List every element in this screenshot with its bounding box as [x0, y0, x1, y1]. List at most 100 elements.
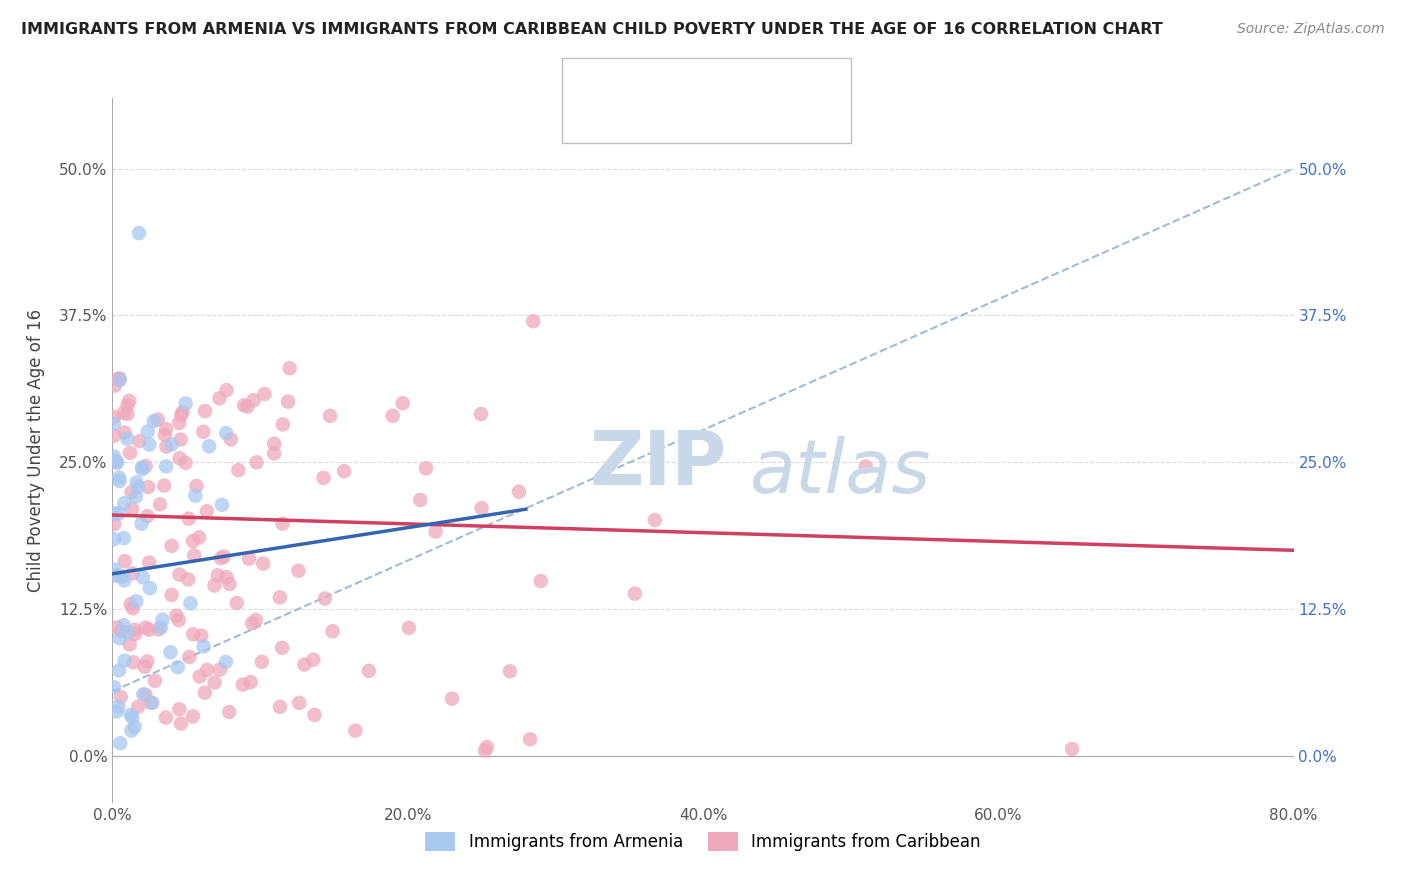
- Point: [131, 460, 153, 475]
- Point: [271, 640, 294, 655]
- Point: [475, 740, 498, 755]
- Point: [120, 597, 142, 611]
- Point: [288, 696, 311, 710]
- Point: [236, 400, 259, 414]
- Point: [240, 616, 263, 631]
- Point: [233, 398, 256, 412]
- Point: [319, 409, 342, 423]
- Point: [108, 664, 131, 678]
- Point: [108, 506, 131, 520]
- Point: [287, 564, 309, 578]
- Point: [143, 673, 166, 688]
- Text: R =: R =: [619, 73, 659, 91]
- Point: [121, 502, 143, 516]
- Point: [519, 732, 541, 747]
- Point: [103, 417, 125, 431]
- Point: [239, 675, 262, 690]
- Point: [103, 409, 125, 424]
- Point: [118, 637, 141, 651]
- Point: [522, 314, 544, 328]
- Point: [112, 406, 135, 420]
- Point: [425, 524, 447, 539]
- Point: [278, 361, 301, 376]
- Point: [212, 549, 235, 564]
- Point: [344, 723, 367, 738]
- Point: [186, 479, 208, 493]
- Point: [165, 608, 187, 623]
- Point: [118, 446, 141, 460]
- Point: [105, 568, 128, 582]
- Point: [253, 387, 276, 401]
- Point: [136, 508, 159, 523]
- Point: [103, 532, 125, 546]
- Point: [215, 570, 238, 584]
- Text: 144: 144: [768, 106, 803, 124]
- Point: [190, 629, 212, 643]
- Point: [188, 669, 211, 683]
- Point: [155, 422, 177, 436]
- Point: [139, 581, 162, 595]
- Point: [103, 563, 125, 577]
- Point: [112, 496, 135, 510]
- Point: [238, 551, 260, 566]
- Point: [195, 504, 218, 518]
- Point: [138, 437, 160, 451]
- Point: [245, 455, 267, 469]
- Point: [108, 632, 131, 646]
- Point: [194, 686, 217, 700]
- Point: [136, 654, 159, 668]
- Point: [357, 664, 380, 678]
- Point: [142, 414, 165, 428]
- Point: [170, 433, 193, 447]
- Point: [207, 568, 229, 582]
- Point: [117, 407, 139, 421]
- Point: [122, 655, 145, 669]
- Point: [181, 709, 204, 723]
- Point: [121, 485, 143, 500]
- Point: [160, 437, 183, 451]
- Point: [105, 705, 128, 719]
- Point: [114, 425, 136, 440]
- Point: [232, 677, 254, 691]
- Point: [155, 459, 177, 474]
- Point: [153, 428, 176, 442]
- Point: [314, 591, 336, 606]
- Point: [470, 407, 492, 421]
- Point: [1062, 742, 1084, 756]
- Point: [105, 454, 128, 468]
- Point: [167, 613, 190, 627]
- Point: [193, 425, 215, 439]
- Point: [172, 405, 194, 419]
- Text: IMMIGRANTS FROM ARMENIA VS IMMIGRANTS FROM CARIBBEAN CHILD POVERTY UNDER THE AGE: IMMIGRANTS FROM ARMENIA VS IMMIGRANTS FR…: [21, 22, 1163, 37]
- Point: [110, 624, 132, 639]
- Point: [508, 484, 530, 499]
- Point: [322, 624, 344, 639]
- Point: [128, 226, 150, 240]
- Point: [122, 601, 145, 615]
- Point: [107, 699, 129, 714]
- Point: [225, 596, 247, 610]
- Point: [471, 501, 494, 516]
- Point: [103, 516, 125, 531]
- Point: [409, 492, 432, 507]
- Point: [208, 663, 231, 677]
- Point: [177, 511, 200, 525]
- Point: [134, 688, 156, 702]
- Point: [125, 594, 148, 608]
- Point: [153, 478, 176, 492]
- Point: [245, 613, 267, 627]
- Text: 0.183: 0.183: [666, 73, 718, 91]
- Text: -0.132: -0.132: [661, 106, 720, 124]
- Point: [117, 398, 139, 412]
- Point: [103, 680, 125, 694]
- Text: N =: N =: [727, 73, 763, 91]
- Point: [263, 436, 285, 450]
- Point: [269, 699, 291, 714]
- Point: [398, 621, 420, 635]
- Point: [105, 456, 128, 470]
- Point: [146, 412, 169, 426]
- Point: [218, 705, 240, 719]
- Point: [169, 567, 191, 582]
- Point: [155, 710, 177, 724]
- Point: [181, 534, 204, 549]
